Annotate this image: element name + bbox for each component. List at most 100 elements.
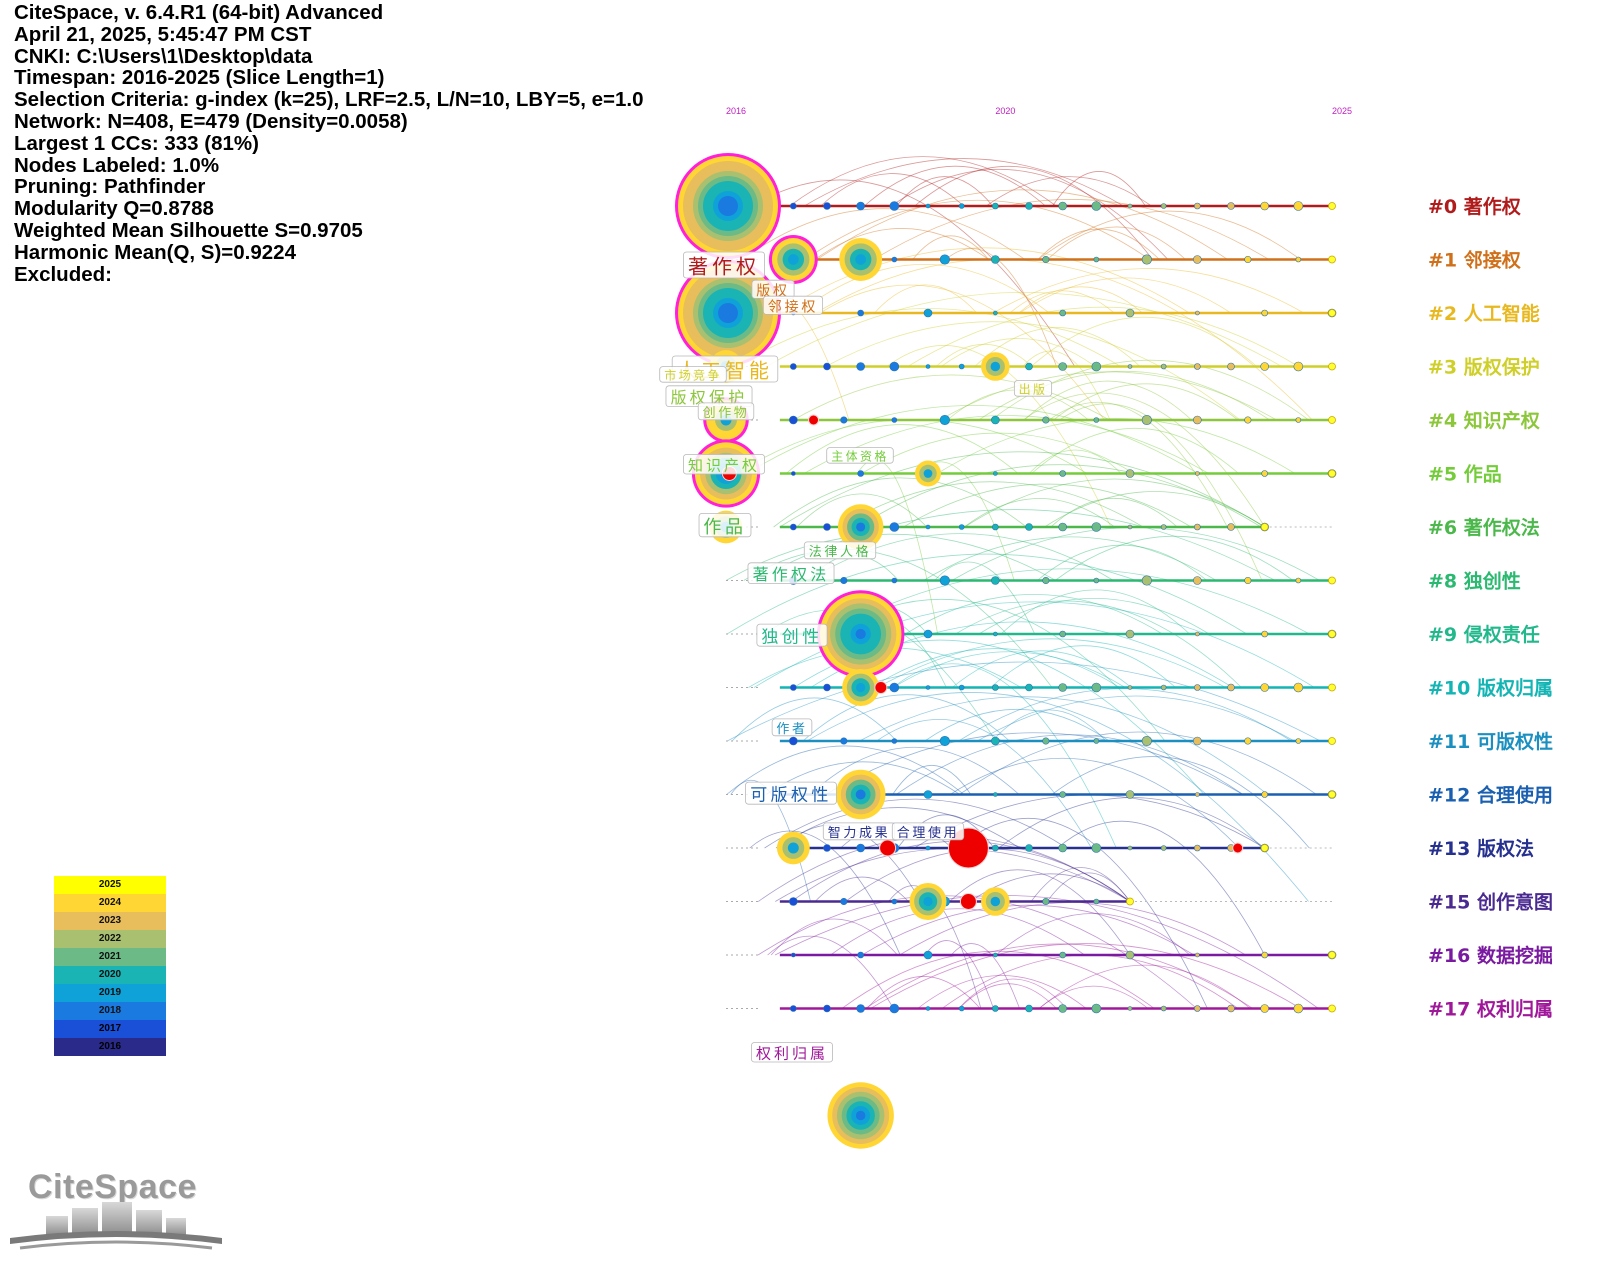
keyword-node[interactable] (1127, 364, 1133, 369)
keyword-node-major[interactable] (842, 669, 880, 706)
node-label[interactable]: 著作权法 (747, 562, 835, 584)
keyword-node[interactable] (823, 523, 831, 531)
cluster-label[interactable]: #0 著作权 (1428, 195, 1521, 218)
cluster-label[interactable]: #13 版权法 (1428, 837, 1534, 860)
keyword-node[interactable] (992, 523, 999, 531)
keyword-node[interactable] (1058, 683, 1067, 692)
keyword-node[interactable] (889, 522, 900, 532)
cluster-label[interactable]: #11 可版权性 (1428, 730, 1553, 753)
cluster-label[interactable]: #9 侵权责任 (1428, 623, 1540, 646)
keyword-node[interactable] (1261, 630, 1268, 638)
keyword-node[interactable] (923, 950, 933, 960)
keyword-node[interactable] (1059, 470, 1066, 477)
keyword-node[interactable] (925, 1006, 931, 1011)
cluster-label[interactable]: #12 合理使用 (1428, 784, 1553, 807)
keyword-node-major[interactable] (839, 238, 883, 281)
keyword-node[interactable] (889, 201, 900, 211)
node-label[interactable]: 邻接权 (762, 295, 824, 315)
keyword-node[interactable] (1328, 683, 1336, 692)
node-label[interactable]: 权利归属 (751, 1042, 834, 1063)
keyword-node[interactable] (1328, 469, 1336, 478)
keyword-node[interactable] (1025, 844, 1033, 852)
keyword-node[interactable] (1127, 524, 1133, 530)
cluster-label[interactable]: #16 数据挖掘 (1428, 944, 1553, 967)
keyword-node[interactable] (1042, 737, 1050, 745)
keyword-node[interactable] (790, 363, 797, 370)
keyword-node[interactable] (1025, 683, 1033, 692)
node-label[interactable]: 版权保护 (665, 385, 753, 407)
keyword-node[interactable] (925, 685, 931, 690)
keyword-node[interactable] (840, 416, 848, 424)
keyword-node[interactable] (1194, 684, 1201, 691)
keyword-node[interactable] (1260, 201, 1269, 211)
keyword-node[interactable] (1160, 845, 1167, 851)
keyword-node[interactable] (856, 201, 865, 211)
keyword-node[interactable] (823, 844, 831, 852)
keyword-node[interactable] (891, 417, 898, 423)
keyword-node[interactable] (1227, 362, 1235, 371)
keyword-node[interactable] (1244, 255, 1252, 264)
keyword-node[interactable] (993, 792, 998, 797)
keyword-node[interactable] (857, 470, 864, 477)
keyword-node[interactable] (1125, 308, 1135, 318)
keyword-node-major[interactable] (914, 460, 942, 487)
keyword-node[interactable] (1295, 256, 1302, 263)
keyword-node[interactable] (1091, 522, 1102, 532)
cluster-label[interactable]: #6 著作权法 (1428, 516, 1540, 539)
keyword-node[interactable] (1293, 682, 1304, 693)
keyword-node[interactable] (992, 844, 999, 852)
keyword-node[interactable] (958, 363, 965, 370)
keyword-node[interactable] (840, 737, 848, 745)
keyword-node[interactable] (789, 897, 798, 906)
burst-node[interactable] (1232, 842, 1244, 854)
keyword-node[interactable] (1042, 255, 1050, 264)
node-label[interactable]: 著作权 (683, 251, 766, 279)
keyword-node[interactable] (1261, 951, 1268, 959)
keyword-node[interactable] (790, 1005, 797, 1012)
keyword-node[interactable] (939, 254, 950, 265)
keyword-node[interactable] (1091, 201, 1102, 211)
keyword-node[interactable] (1160, 684, 1167, 691)
keyword-node[interactable] (992, 1005, 999, 1012)
keyword-node-major[interactable] (981, 887, 1010, 916)
keyword-node[interactable] (1125, 950, 1135, 960)
keyword-node[interactable] (1195, 471, 1200, 476)
keyword-node[interactable] (992, 684, 999, 691)
keyword-node[interactable] (1261, 791, 1268, 798)
keyword-node[interactable] (1025, 202, 1033, 210)
node-label[interactable]: 合理使用 (891, 822, 965, 841)
keyword-node[interactable] (993, 310, 998, 316)
keyword-node[interactable] (1141, 254, 1152, 265)
keyword-node[interactable] (1195, 631, 1200, 637)
keyword-node[interactable] (823, 362, 831, 371)
keyword-node[interactable] (789, 415, 798, 425)
keyword-node[interactable] (923, 308, 933, 318)
keyword-node[interactable] (1093, 898, 1100, 905)
keyword-node[interactable] (992, 202, 999, 210)
node-label[interactable]: 知识产权 (683, 454, 766, 475)
keyword-node[interactable] (791, 952, 796, 958)
cluster-label[interactable]: #15 创作意图 (1428, 891, 1553, 914)
keyword-node[interactable] (840, 897, 848, 906)
keyword-node[interactable] (1127, 685, 1133, 690)
keyword-node[interactable] (939, 414, 950, 426)
node-label[interactable]: 作品 (698, 513, 752, 538)
keyword-node[interactable] (1328, 576, 1336, 585)
keyword-node[interactable] (1227, 202, 1235, 210)
keyword-node[interactable] (889, 1003, 900, 1014)
cluster-label[interactable]: #8 独创性 (1428, 570, 1521, 593)
keyword-node[interactable] (857, 309, 864, 317)
keyword-node[interactable] (1091, 1003, 1102, 1014)
keyword-node[interactable] (1244, 737, 1252, 745)
keyword-node[interactable] (1042, 897, 1050, 906)
node-label[interactable]: 版权 (751, 279, 795, 299)
keyword-node[interactable] (925, 845, 931, 851)
keyword-node[interactable] (1293, 361, 1304, 372)
keyword-node-major[interactable] (768, 235, 818, 284)
cluster-label[interactable]: #4 知识产权 (1428, 409, 1540, 432)
cluster-label[interactable]: #17 权利归属 (1428, 998, 1553, 1021)
keyword-node[interactable] (1260, 523, 1269, 531)
burst-node[interactable] (879, 839, 897, 857)
cluster-label[interactable]: #10 版权归属 (1428, 677, 1553, 700)
keyword-node[interactable] (1328, 630, 1336, 638)
